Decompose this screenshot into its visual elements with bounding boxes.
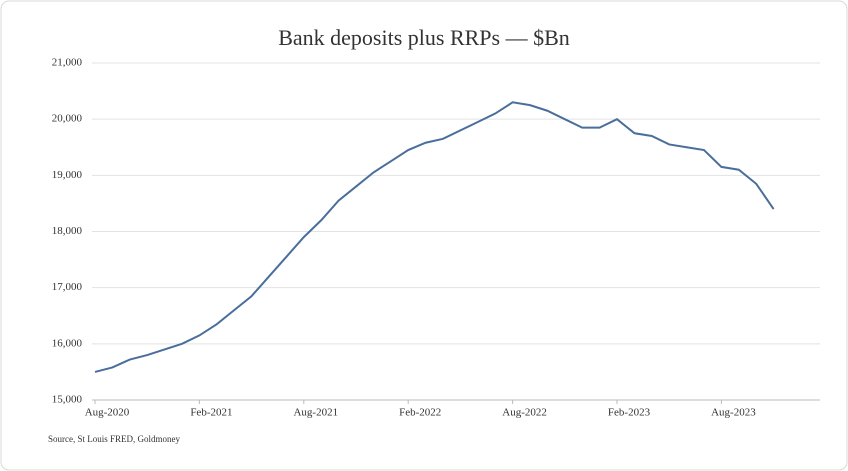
chart-title: Bank deposits plus RRPs — $Bn bbox=[278, 25, 570, 50]
x-tick-label: Aug-2021 bbox=[293, 407, 338, 419]
x-tick-label: Aug-2022 bbox=[502, 407, 547, 419]
data-line bbox=[94, 101, 775, 373]
x-tick-label: Feb-2022 bbox=[399, 407, 441, 419]
x-tick-label: Aug-2020 bbox=[85, 407, 130, 419]
x-tick-label: Aug-2023 bbox=[711, 407, 756, 419]
y-tick-label: 21,000 bbox=[52, 57, 83, 69]
y-tick-label: 19,000 bbox=[52, 169, 83, 181]
x-tick-label: Feb-2023 bbox=[608, 407, 651, 419]
y-tick-label: 20,000 bbox=[52, 113, 83, 125]
y-tick-label: 15,000 bbox=[52, 394, 83, 406]
y-tick-label: 16,000 bbox=[52, 337, 83, 349]
source-note: Source, St Louis FRED, Goldmoney bbox=[48, 434, 180, 444]
y-tick-label: 17,000 bbox=[52, 281, 83, 293]
y-tick-label: 18,000 bbox=[52, 225, 83, 237]
x-tick-label: Feb-2021 bbox=[190, 407, 232, 419]
